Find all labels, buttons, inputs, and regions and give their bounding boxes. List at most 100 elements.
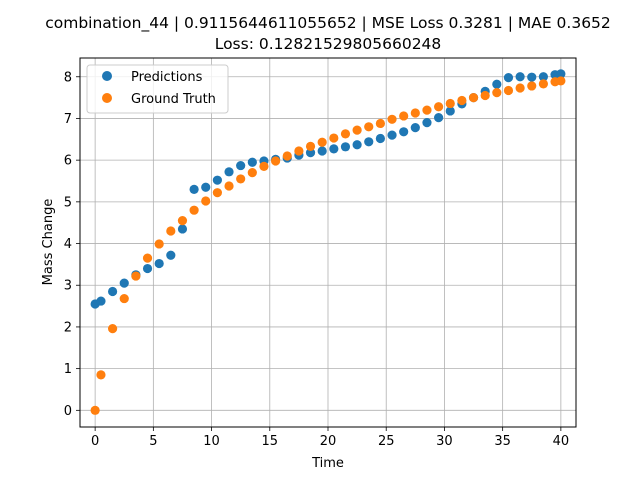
legend-box [86, 64, 229, 114]
point-ground-truth [480, 90, 490, 101]
y-tick-label: 2 [64, 320, 72, 335]
point-ground-truth [271, 156, 281, 166]
point-ground-truth [224, 181, 234, 191]
y-tick-label: 6 [64, 154, 72, 169]
point-ground-truth [247, 168, 257, 178]
point-predictions [364, 137, 374, 147]
x-tick-label: 15 [262, 434, 279, 449]
chart-title-line1: combination_44 | 0.9115644611055652 | MS… [45, 14, 611, 33]
point-ground-truth [556, 76, 566, 86]
point-predictions [556, 69, 566, 79]
point-ground-truth [189, 205, 199, 215]
chart-title-line2: Loss: 0.12821529805660248 [215, 35, 442, 53]
point-ground-truth [399, 111, 409, 121]
point-ground-truth [492, 88, 502, 98]
point-predictions [538, 72, 548, 82]
point-predictions [154, 258, 164, 269]
point-predictions [399, 127, 409, 137]
y-tick-label: 1 [64, 362, 72, 377]
point-predictions [247, 157, 257, 167]
y-axis-label: Mass Change [41, 199, 56, 286]
point-ground-truth [387, 114, 397, 124]
x-tick-label: 20 [320, 434, 337, 449]
point-ground-truth [468, 93, 479, 103]
point-ground-truth [527, 81, 537, 91]
data-points [90, 69, 566, 415]
point-ground-truth [131, 271, 141, 281]
point-predictions [515, 72, 525, 82]
point-predictions [212, 175, 222, 185]
x-axis-ticks: 0 5 10 15 20 25 30 35 40 [91, 427, 569, 449]
point-ground-truth [142, 253, 153, 263]
point-predictions [527, 72, 537, 82]
y-tick-label: 5 [64, 195, 72, 210]
point-predictions [201, 182, 211, 192]
point-predictions [329, 144, 339, 154]
point-ground-truth [457, 95, 467, 106]
point-ground-truth [282, 151, 292, 161]
point-ground-truth [352, 125, 362, 135]
point-predictions [177, 224, 188, 234]
point-ground-truth [212, 188, 222, 198]
point-ground-truth [259, 161, 269, 172]
point-ground-truth [515, 83, 525, 93]
point-ground-truth [305, 141, 316, 151]
point-predictions [119, 278, 129, 288]
x-tick-label: 35 [494, 434, 511, 449]
point-predictions [422, 118, 432, 128]
grid-lines [80, 58, 576, 427]
point-predictions [492, 79, 502, 89]
point-predictions [189, 184, 199, 194]
point-predictions [410, 123, 420, 133]
point-predictions [503, 72, 514, 83]
point-predictions [340, 142, 351, 152]
y-tick-label: 0 [64, 404, 72, 419]
point-ground-truth [119, 293, 129, 304]
y-tick-label: 7 [64, 112, 72, 127]
point-ground-truth [236, 174, 246, 184]
point-predictions [108, 286, 118, 297]
point-predictions [166, 250, 176, 260]
legend-label-ground-truth: Ground Truth [131, 92, 216, 107]
point-ground-truth [445, 98, 455, 109]
point-ground-truth [538, 79, 548, 89]
point-predictions [352, 140, 362, 150]
point-predictions [224, 167, 234, 177]
point-ground-truth [410, 108, 420, 118]
point-ground-truth [294, 146, 304, 156]
point-ground-truth [434, 102, 444, 112]
point-ground-truth [329, 133, 339, 143]
point-ground-truth [90, 405, 100, 415]
point-predictions [387, 130, 397, 140]
legend-label-predictions: Predictions [131, 70, 203, 85]
point-ground-truth [317, 137, 327, 147]
point-ground-truth [201, 196, 211, 206]
point-predictions [236, 160, 246, 171]
y-tick-label: 3 [64, 279, 72, 294]
point-ground-truth [154, 239, 164, 249]
point-ground-truth [166, 226, 176, 236]
x-tick-label: 10 [203, 434, 220, 449]
point-ground-truth [96, 370, 106, 380]
x-axis-label: Time [311, 456, 344, 471]
point-ground-truth [503, 85, 514, 96]
point-ground-truth [108, 324, 118, 334]
plot-area-frame [79, 57, 577, 428]
y-tick-label: 8 [64, 70, 72, 85]
point-ground-truth [364, 122, 374, 132]
x-tick-label: 5 [149, 434, 157, 449]
x-tick-label: 25 [378, 434, 395, 449]
point-predictions [96, 296, 106, 306]
point-ground-truth [340, 129, 351, 139]
point-predictions [434, 113, 444, 123]
point-ground-truth [375, 118, 385, 129]
x-tick-label: 0 [91, 434, 99, 449]
point-predictions [317, 146, 327, 156]
legend-marker-predictions [102, 71, 112, 81]
point-predictions [375, 133, 385, 144]
legend: Predictions Ground Truth [86, 64, 229, 114]
point-predictions [445, 106, 455, 116]
legend-marker-ground-truth [102, 93, 112, 103]
y-tick-label: 4 [64, 237, 72, 252]
